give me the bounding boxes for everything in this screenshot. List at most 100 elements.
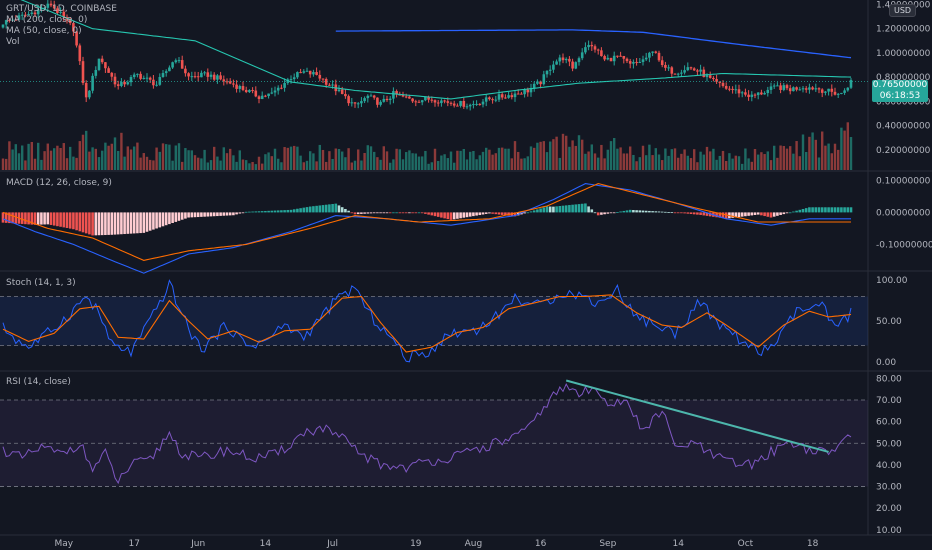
volume-bar — [110, 143, 113, 170]
volume-bar — [369, 146, 373, 170]
macd-histogram-bar — [91, 212, 94, 236]
volume-bar — [565, 135, 568, 170]
candle-body — [840, 92, 843, 94]
volume-bar — [590, 144, 593, 170]
volume-bar — [430, 162, 433, 170]
volume-bar — [552, 139, 555, 170]
volume-bar — [520, 158, 523, 170]
volume-bar — [1, 158, 5, 170]
candle-body — [766, 89, 770, 94]
volume-bar — [507, 148, 510, 170]
macd-histogram-bar — [664, 211, 667, 213]
macd-legend[interactable]: MACD (12, 26, close, 9) — [6, 178, 112, 189]
candle-body — [616, 55, 619, 57]
candle-body — [481, 101, 485, 105]
volume-bar — [798, 156, 801, 170]
rsi-legend[interactable]: RSI (14, close) — [6, 377, 71, 388]
macd-histogram-bar — [113, 212, 117, 235]
macd-histogram-bar — [260, 211, 264, 213]
candle-body — [168, 67, 171, 72]
candle-body — [171, 62, 174, 68]
volume-bar — [337, 148, 341, 170]
volume-bar — [30, 141, 33, 170]
volume-bar — [456, 150, 459, 170]
candle-body — [203, 72, 206, 74]
macd-histogram-bar — [705, 212, 709, 216]
candle-body — [558, 57, 562, 62]
macd-histogram-bar — [849, 207, 853, 213]
macd-histogram-bar — [584, 203, 587, 213]
stoch-tick-label: 0.00 — [876, 358, 896, 368]
macd-histogram-bar — [158, 212, 162, 228]
volume-bar — [715, 159, 718, 170]
candle-body — [833, 91, 837, 95]
candle-body — [769, 86, 773, 90]
macd-histogram-bar — [488, 212, 491, 214]
macd-histogram-bar — [692, 212, 696, 215]
volume-bar — [587, 151, 590, 170]
volume-bar — [747, 158, 750, 170]
ma200-legend[interactable]: MA (200, close, 0) — [6, 15, 88, 25]
volume-bar — [638, 157, 641, 170]
candle-body — [510, 95, 514, 98]
volume-bar — [763, 154, 766, 170]
volume-bar — [187, 150, 190, 170]
candle-body — [440, 100, 443, 104]
ma50-legend[interactable]: MA (50, close, 0) — [6, 26, 82, 36]
candle-body — [478, 103, 482, 105]
candle-body — [536, 81, 539, 84]
macd-histogram-bar — [36, 212, 40, 225]
rsi-tick-label: 30.00 — [876, 483, 902, 493]
candle-body — [4, 20, 8, 25]
volume-bar — [145, 156, 149, 170]
currency-badge[interactable]: USD — [889, 4, 917, 17]
candle-body — [302, 71, 306, 73]
volume-bar — [805, 151, 808, 170]
candle-body — [724, 85, 728, 89]
macd-histogram-bar — [529, 211, 533, 213]
macd-histogram-bar — [136, 212, 139, 234]
macd-histogram-bar — [740, 212, 744, 217]
symbol-line[interactable]: GRT/USD, 1D, COINBASE — [6, 4, 117, 14]
candle-body — [804, 88, 808, 90]
volume-bar — [43, 151, 46, 170]
volume-bar — [389, 162, 392, 170]
macd-histogram-bar — [785, 212, 789, 214]
candle-body — [20, 14, 24, 16]
candle-body — [651, 51, 654, 53]
candle-body — [238, 86, 242, 89]
stoch-legend[interactable]: Stoch (14, 1, 3) — [6, 278, 76, 289]
volume-bar — [296, 146, 299, 170]
candle-body — [110, 72, 114, 77]
candle-body — [398, 94, 402, 96]
candle-body — [17, 15, 21, 20]
macd-histogram-bar — [718, 212, 722, 218]
macd-histogram-bar — [379, 212, 382, 214]
macd-histogram-bar — [33, 212, 37, 225]
volume-bar — [619, 147, 622, 170]
volume-legend[interactable]: Vol — [6, 37, 20, 47]
candle-body — [644, 57, 648, 60]
volume-bar — [699, 151, 702, 170]
macd-histogram-bar — [827, 207, 830, 213]
macd-histogram-bar — [401, 212, 405, 214]
candle-body — [846, 87, 850, 91]
volume-bar — [62, 143, 65, 170]
macd-histogram-bar — [251, 211, 254, 213]
macd-histogram-bar — [88, 212, 91, 235]
macd-histogram-bar — [625, 210, 629, 213]
time-axis-label: Sep — [599, 539, 616, 549]
price-tick-label: 0.60000000 — [876, 97, 931, 107]
candle-body — [468, 104, 472, 107]
candle-body — [568, 58, 571, 62]
macd-histogram-bar — [142, 212, 146, 233]
macd-histogram-bar — [830, 207, 834, 213]
macd-histogram-bar — [203, 212, 206, 217]
candle-body — [254, 90, 258, 97]
candle-body — [788, 88, 792, 92]
macd-histogram-bar — [299, 208, 302, 213]
macd-histogram-bar — [75, 212, 78, 231]
volume-bar — [453, 162, 456, 170]
candle-body — [129, 77, 133, 83]
